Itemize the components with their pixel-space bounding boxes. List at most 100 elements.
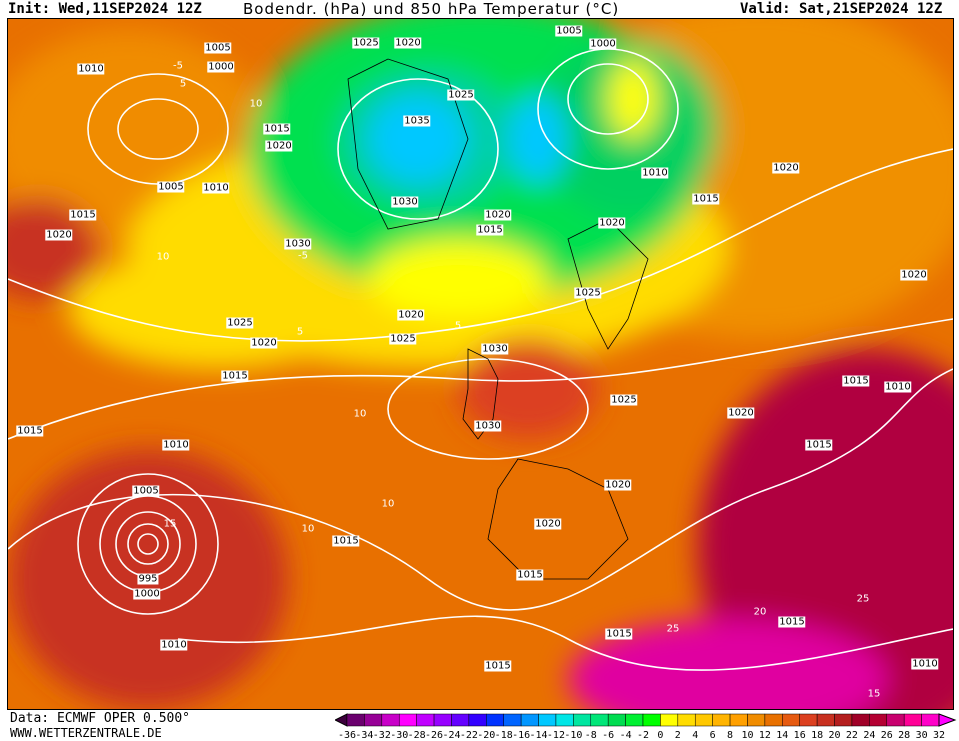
isobar-label: 1020 bbox=[727, 407, 755, 419]
isobar-label: 1015 bbox=[16, 425, 44, 437]
temperature-label: -5 bbox=[173, 60, 183, 72]
colorbar-swatch bbox=[764, 713, 783, 727]
colorbar-tick-label: 6 bbox=[710, 730, 716, 741]
isobar-label: 1020 bbox=[772, 162, 800, 174]
temperature-label: 15 bbox=[867, 688, 881, 700]
isobar-label: 1005 bbox=[555, 25, 583, 37]
colorbar-swatch bbox=[712, 713, 731, 727]
isobar-label: 1030 bbox=[284, 238, 312, 250]
colorbar-tick-label: 16 bbox=[794, 730, 806, 741]
colorbar-swatch bbox=[677, 713, 696, 727]
colorbar-high-arrow bbox=[938, 713, 957, 727]
valid-time: Valid: Sat,21SEP2024 12Z bbox=[740, 1, 943, 17]
temperature-label: 10 bbox=[381, 498, 395, 510]
isobar-label: 1020 bbox=[250, 337, 278, 349]
init-time: Init: Wed,11SEP2024 12Z bbox=[8, 1, 202, 17]
colorbar-swatch bbox=[503, 713, 522, 727]
colorbar-swatch bbox=[590, 713, 609, 727]
colorbar-tick-label: 24 bbox=[863, 730, 875, 741]
temperature-label: 25 bbox=[666, 623, 680, 635]
isobar-label: 1015 bbox=[778, 616, 806, 628]
colorbar-swatch bbox=[869, 713, 888, 727]
isobar-label: 1015 bbox=[476, 224, 504, 236]
colorbar-tick-label: -14 bbox=[529, 730, 547, 741]
colorbar-swatch bbox=[555, 713, 574, 727]
colorbar-swatch bbox=[729, 713, 748, 727]
isobar-label: 1000 bbox=[207, 61, 235, 73]
colorbar-tick-label: -24 bbox=[442, 730, 460, 741]
colorbar-tick-label: -36 bbox=[338, 730, 356, 741]
colorbar-swatch bbox=[747, 713, 766, 727]
colorbar-low-arrow bbox=[335, 713, 348, 727]
colorbar: -36 -34 -32 -30 -28 -26 -24 -22 -20 -18 -16 -14 -12-… bbox=[335, 713, 957, 741]
isobar-label: 1030 bbox=[474, 420, 502, 432]
colorbar-swatch bbox=[816, 713, 835, 727]
colorbar-tick-label: 32 bbox=[933, 730, 945, 741]
temperature-label: 10 bbox=[353, 408, 367, 420]
colorbar-tick-label: -22 bbox=[460, 730, 478, 741]
isobar-label: 1025 bbox=[352, 37, 380, 49]
map-title: Bodendr. (hPa) und 850 hPa Temperatur (°… bbox=[243, 0, 620, 18]
isobar-label: 1000 bbox=[589, 38, 617, 50]
isobar-label: 1015 bbox=[263, 123, 291, 135]
colorbar-tick-label: 12 bbox=[759, 730, 771, 741]
temperature-label: 5 bbox=[179, 78, 187, 90]
isobar-label: 1035 bbox=[403, 115, 431, 127]
colorbar-tick-label: -18 bbox=[495, 730, 513, 741]
isobar-label: 1010 bbox=[202, 182, 230, 194]
colorbar-tick-label: -20 bbox=[477, 730, 495, 741]
colorbar-tick-label: -12 bbox=[547, 730, 565, 741]
isobar-label: 1015 bbox=[516, 569, 544, 581]
colorbar-tick-label: -26 bbox=[425, 730, 443, 741]
isobar-label: 1030 bbox=[481, 343, 509, 355]
temperature-label: 10 bbox=[156, 251, 170, 263]
isobar-label: 1025 bbox=[389, 333, 417, 345]
isobar-label: 1010 bbox=[884, 381, 912, 393]
colorbar-swatch bbox=[799, 713, 818, 727]
isobar-label: 1020 bbox=[534, 518, 562, 530]
colorbar-swatch bbox=[886, 713, 905, 727]
isobar-label: 1010 bbox=[162, 439, 190, 451]
colorbar-swatch bbox=[486, 713, 504, 727]
isobar-label: 1020 bbox=[265, 140, 293, 152]
colorbar-tick-label: 14 bbox=[776, 730, 788, 741]
colorbar-swatch bbox=[921, 713, 940, 727]
weather-map: 1005 1000 1010 1025 1020 1005 1000 1025 1035 1015… bbox=[7, 18, 954, 710]
colorbar-swatch bbox=[834, 713, 853, 727]
colorbar-tick-label: 30 bbox=[916, 730, 928, 741]
temperature-label: 25 bbox=[856, 593, 870, 605]
colorbar-swatch bbox=[782, 713, 800, 727]
colorbar-swatch bbox=[625, 713, 644, 727]
colorbar-tick-label: -28 bbox=[408, 730, 426, 741]
colorbar-swatch bbox=[694, 713, 713, 727]
isobar-label: 995 bbox=[137, 573, 159, 585]
isobar-label: 1020 bbox=[604, 479, 632, 491]
colorbar-tick-label: -6 bbox=[602, 730, 614, 741]
temperature-label: -5 bbox=[298, 250, 308, 262]
isobar-label: 1025 bbox=[226, 317, 254, 329]
isobar-label: 1020 bbox=[394, 37, 422, 49]
colorbar-tick-label: -10 bbox=[564, 730, 582, 741]
temperature-label: 5 bbox=[454, 320, 462, 332]
colorbar-tick-label: 10 bbox=[741, 730, 753, 741]
isobar-label: 1015 bbox=[692, 193, 720, 205]
isobar-label: 1015 bbox=[805, 439, 833, 451]
colorbar-tick-label: 22 bbox=[846, 730, 858, 741]
isobar-label: 1010 bbox=[911, 658, 939, 670]
colorbar-swatch bbox=[642, 713, 661, 727]
temperature-field bbox=[8, 19, 953, 709]
colorbar-swatch bbox=[468, 713, 487, 727]
isobar-label: 1005 bbox=[157, 181, 185, 193]
isobar-label: 1030 bbox=[391, 196, 419, 208]
isobar-label: 1020 bbox=[484, 209, 512, 221]
temperature-label: 5 bbox=[296, 326, 304, 338]
isobar-label: 1020 bbox=[598, 217, 626, 229]
colorbar-tick-label: 26 bbox=[881, 730, 893, 741]
isobar-label: 1025 bbox=[447, 89, 475, 101]
colorbar-swatch bbox=[416, 713, 435, 727]
colorbar-tick-label: -16 bbox=[512, 730, 530, 741]
colorbar-swatch bbox=[903, 713, 922, 727]
colorbar-tick-label: 28 bbox=[898, 730, 910, 741]
isobar-label: 1015 bbox=[221, 370, 249, 382]
colorbar-tick-label: 4 bbox=[692, 730, 698, 741]
